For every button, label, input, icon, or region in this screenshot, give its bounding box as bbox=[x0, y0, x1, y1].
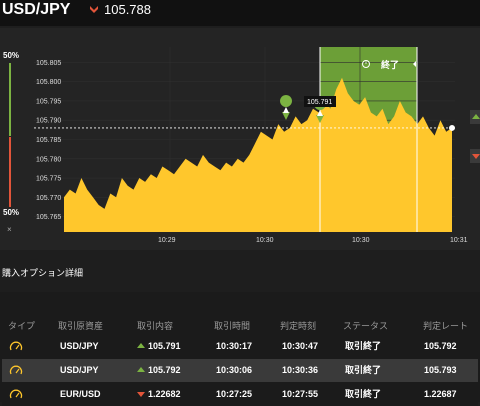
x-axis: 10:29 10:30 10:30 10:31 bbox=[158, 237, 468, 244]
x-tick-label: 10:30 bbox=[256, 237, 274, 244]
row-content: 1.22682 bbox=[137, 383, 181, 406]
gauge-icon bbox=[9, 341, 23, 351]
zone-arrow-icon bbox=[413, 61, 416, 67]
pair-title[interactable]: USD/JPY bbox=[2, 1, 71, 18]
col-judge-rate: 判定レート bbox=[423, 321, 469, 331]
high-button[interactable] bbox=[470, 110, 480, 124]
y-tick-label: 105.795 bbox=[36, 98, 61, 105]
y-tick-label: 105.800 bbox=[36, 79, 61, 86]
current-rate-dot bbox=[449, 124, 455, 131]
close-icon[interactable]: × bbox=[7, 225, 12, 234]
x-tick-label: 10:30 bbox=[352, 237, 370, 244]
row-judge-rate: 1.22687 bbox=[424, 389, 457, 399]
y-tick-label: 105.780 bbox=[36, 156, 61, 163]
up-arrow-icon bbox=[137, 367, 145, 372]
rate-tooltip-text: 105.791 bbox=[307, 99, 332, 106]
table-row[interactable]: USD/JPY 105.792 10:30:06 10:30:36 取引終了 1… bbox=[2, 359, 478, 382]
low-button[interactable] bbox=[470, 149, 480, 163]
row-judge-rate: 105.793 bbox=[424, 365, 457, 375]
y-tick-label: 105.785 bbox=[36, 137, 61, 144]
row-time: 10:30:06 bbox=[216, 365, 253, 375]
col-type: タイプ bbox=[8, 321, 36, 331]
gauge-icon bbox=[9, 389, 23, 399]
y-tick-label: 105.805 bbox=[36, 60, 61, 67]
y-axis: 105.805 105.800 105.795 105.790 105.785 105.7… bbox=[36, 60, 61, 221]
up-arrow-icon bbox=[137, 343, 145, 348]
table-row[interactable]: EUR/USD 1.22682 10:27:25 10:27:55 取引終了 1… bbox=[2, 383, 478, 406]
down-arrow-icon bbox=[137, 392, 145, 397]
put-percentage: 50% bbox=[3, 208, 20, 217]
down-arrow-icon bbox=[90, 6, 98, 13]
col-status: ステータス bbox=[343, 321, 389, 331]
y-tick-label: 105.765 bbox=[36, 214, 61, 221]
price-area bbox=[64, 77, 452, 232]
table-row[interactable]: USD/JPY 105.791 10:30:17 10:30:47 取引終了 1… bbox=[2, 335, 478, 358]
down-arrow-icon bbox=[472, 154, 480, 159]
zone-label: 終了 bbox=[381, 59, 399, 70]
section-title: 購入オプション詳細 bbox=[2, 268, 84, 278]
row-content: 105.792 bbox=[137, 359, 181, 382]
x-tick-label: 10:29 bbox=[158, 237, 176, 244]
up-arrow-icon bbox=[472, 114, 480, 119]
row-judge-time: 10:30:36 bbox=[282, 365, 319, 375]
y-tick-label: 105.770 bbox=[36, 195, 61, 202]
row-status: 取引終了 bbox=[345, 389, 382, 399]
header-bar bbox=[0, 0, 480, 26]
row-time: 10:27:25 bbox=[216, 389, 253, 399]
row-judge-time: 10:27:55 bbox=[282, 389, 319, 399]
col-judge-time: 判定時刻 bbox=[280, 321, 317, 331]
y-tick-label: 105.775 bbox=[36, 176, 61, 183]
col-time: 取引時間 bbox=[214, 321, 251, 331]
call-percentage: 50% bbox=[3, 51, 20, 60]
row-asset: USD/JPY bbox=[60, 365, 99, 375]
row-status: 取引終了 bbox=[345, 365, 382, 375]
price-chart[interactable]: 終了 105.791 105.805105.800105.795105.7901… bbox=[0, 0, 480, 250]
row-time: 10:30:17 bbox=[216, 341, 253, 351]
current-rate: 105.788 bbox=[104, 2, 151, 17]
col-content: 取引内容 bbox=[137, 321, 174, 331]
row-status: 取引終了 bbox=[345, 341, 382, 351]
y-tick-label: 105.790 bbox=[36, 118, 61, 125]
row-asset: EUR/USD bbox=[60, 389, 101, 399]
entry-marker-1[interactable] bbox=[280, 95, 293, 120]
row-asset: USD/JPY bbox=[60, 341, 99, 351]
put-ratio-bar bbox=[9, 137, 11, 207]
call-ratio-bar bbox=[9, 63, 11, 136]
row-content: 105.791 bbox=[137, 335, 181, 358]
gauge-icon bbox=[9, 365, 23, 375]
row-judge-rate: 105.792 bbox=[424, 341, 457, 351]
row-judge-time: 10:30:47 bbox=[282, 341, 319, 351]
col-asset: 取引原資産 bbox=[58, 321, 104, 331]
x-tick-label: 10:31 bbox=[450, 237, 468, 244]
rate-tooltip bbox=[304, 96, 336, 107]
timer-icon bbox=[362, 60, 370, 68]
